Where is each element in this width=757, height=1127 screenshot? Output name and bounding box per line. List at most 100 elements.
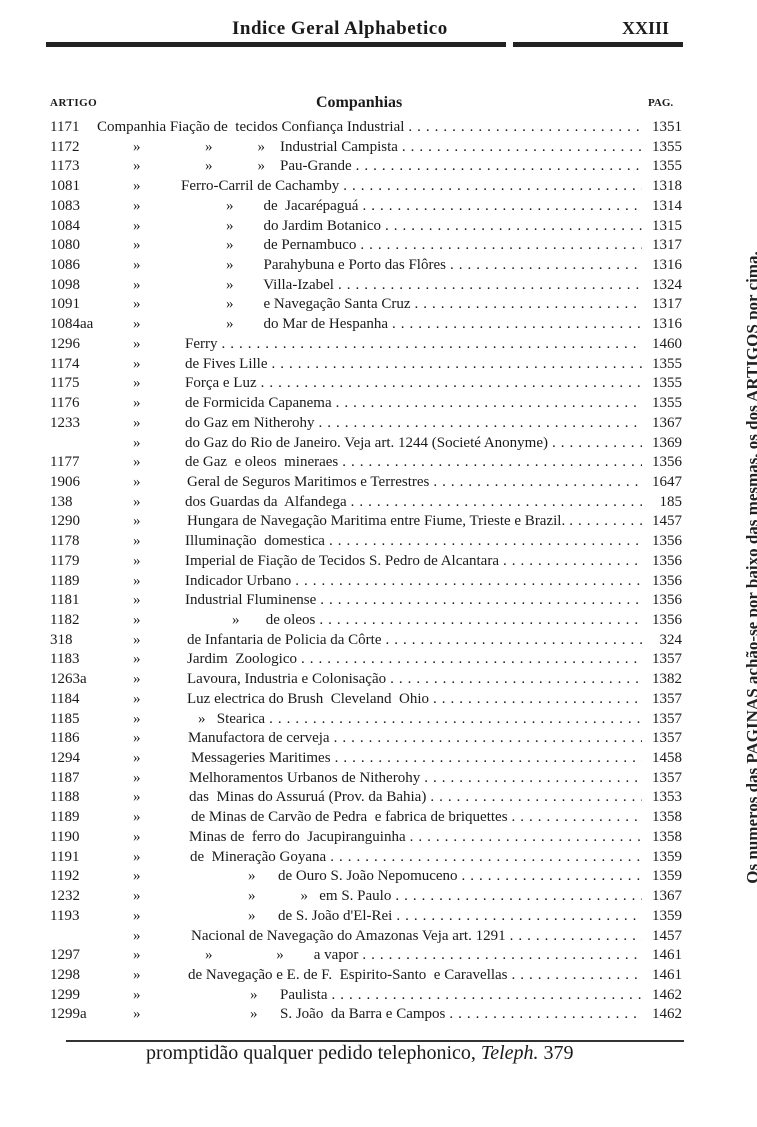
dot-leader: ........................................… — [333, 730, 642, 747]
page-ref: 1460 — [652, 335, 682, 352]
artigo-number: 1188 — [50, 789, 80, 806]
entry-body: de Formicida Capanema...................… — [185, 393, 642, 413]
page-ref: 1462 — [652, 1006, 682, 1023]
dot-leader: ........................................… — [511, 966, 642, 983]
page-ref: 1316 — [652, 316, 682, 333]
ditto-mark: » — [133, 138, 141, 155]
ditto-mark: » — [133, 552, 141, 569]
index-row: 1176 » de Formicida Capanema..............… — [0, 393, 700, 413]
page-ref: 1461 — [652, 966, 682, 983]
dot-leader: ........................................… — [395, 888, 642, 905]
page-ref: 1357 — [652, 710, 682, 727]
index-row: 1179 » Imperial de Fiação de Tecidos S. Pe… — [0, 551, 700, 571]
entry-text: » Paulista — [250, 986, 328, 1003]
dot-leader: ........................................… — [337, 276, 642, 293]
dot-leader: ........................................… — [461, 868, 642, 885]
page-ref: 1357 — [652, 651, 682, 668]
page-ref: 1369 — [652, 434, 682, 451]
entry-text: » de S. João d'El-Rei — [248, 907, 393, 924]
ditto-mark: » — [133, 848, 141, 865]
entry-text: Jardim Zoologico — [187, 651, 297, 668]
index-row: 1186 » Manufactora de cerveja.............… — [0, 728, 700, 748]
artigo-number: 1091 — [50, 296, 80, 313]
dot-leader: ........................................… — [551, 434, 642, 451]
entry-body: Messageries Maritimes...................… — [191, 748, 642, 768]
entry-text: Minas de ferro do Jacupiranguinha — [189, 828, 406, 845]
entry-body: » e Navegação Santa Cruz................… — [226, 294, 642, 314]
index-row: 1299a » » S. João da Barra e Campos.......… — [0, 1004, 700, 1024]
footer-italic: Teleph. — [480, 1042, 539, 1064]
ditto-mark: » — [133, 690, 141, 707]
index-row: 1171 Companhia Fiação de tecidos Confianç… — [0, 117, 700, 137]
ditto-mark: » — [133, 789, 141, 806]
index-row: 1098 » » Villa-Izabel.....................… — [0, 275, 700, 295]
artigo-number: 1083 — [50, 197, 80, 214]
entry-body: Lavoura, Industria e Colonisação........… — [187, 669, 642, 689]
artigo-number: 1233 — [50, 414, 80, 431]
index-row: 1172 » » » Industrial Campista............… — [0, 137, 700, 157]
ditto-mark: » — [133, 533, 141, 550]
artigo-number: 1178 — [50, 533, 80, 550]
entry-body: » Stearica..............................… — [198, 709, 642, 729]
entry-text: de Mineração Goyana — [190, 848, 327, 865]
artigo-number: 318 — [50, 631, 73, 648]
entry-body: de Minas de Carvão de Pedra e fabrica de… — [191, 807, 642, 827]
entry-body: Minas de ferro do Jacupiranguinha.......… — [189, 827, 642, 847]
column-header-artigo: ARTIGO — [50, 97, 98, 109]
page-ref: 1324 — [652, 276, 682, 293]
page-ref: 1359 — [652, 868, 682, 885]
artigo-number: 1189 — [50, 572, 80, 589]
footer-number: 379 — [543, 1042, 574, 1064]
page-ref: 1647 — [652, 473, 682, 490]
entry-text: » do Mar de Hespanha — [226, 316, 389, 333]
entry-text: » de Pernambuco — [226, 237, 357, 254]
ditto-mark: » — [133, 355, 141, 372]
artigo-number: 1172 — [50, 138, 80, 155]
entry-body: do Gaz do Rio de Janeiro. Veja art. 1244… — [185, 433, 642, 453]
entry-body: das Minas do Assuruá (Prov. da Bahia)...… — [189, 787, 642, 807]
entry-body: » » Industrial Campista.................… — [205, 137, 642, 157]
dot-leader: ........................................… — [414, 296, 642, 313]
entry-text: Geral de Seguros Maritimos e Terrestres — [187, 473, 430, 490]
dot-leader: ........................................… — [269, 710, 642, 727]
ditto-mark: » — [133, 375, 141, 392]
entry-body: de Navegação e E. de F. Espirito-Santo e… — [188, 965, 642, 985]
entry-body: » de Ouro S. João Nepomuceno............… — [248, 866, 642, 886]
page-ref: 1358 — [652, 809, 682, 826]
dot-leader: ........................................… — [385, 631, 642, 648]
entry-body: Imperial de Fiação de Tecidos S. Pedro d… — [185, 551, 642, 571]
index-row: 1299 » » Paulista.........................… — [0, 985, 700, 1005]
index-row: 1174 » de Fives Lille.....................… — [0, 354, 700, 374]
artigo-number: 1299a — [50, 1006, 87, 1023]
index-row: 1178 » Illuminação domestica..............… — [0, 531, 700, 551]
entry-text: Ferro-Carril de Cachamby — [181, 178, 340, 195]
entry-body: Geral de Seguros Maritimos e Terrestres.… — [187, 472, 642, 492]
entry-text: Illuminação domestica — [185, 533, 325, 550]
page-ref: 1351 — [652, 119, 682, 135]
artigo-number: 1080 — [50, 237, 80, 254]
dot-leader: ........................................… — [334, 750, 642, 767]
artigo-number: 1299 — [50, 986, 80, 1003]
artigo-number: 1192 — [50, 868, 80, 885]
index-row: 1181 » Industrial Fluminense..............… — [0, 590, 700, 610]
entry-body: » de Pernambuco.........................… — [226, 235, 642, 255]
ditto-mark: » — [133, 454, 141, 471]
entry-body: » S. João da Barra e Campos.............… — [250, 1004, 642, 1024]
entry-text: Hungara de Navegação Maritima entre Fium… — [187, 513, 566, 530]
footer-text: promptidão qualquer pedido telephonico, — [146, 1042, 476, 1064]
index-row: 1188 » das Minas do Assuruá (Prov. da Bahi… — [0, 787, 700, 807]
page-ref: 1457 — [652, 513, 682, 530]
entry-text: das Minas do Assuruá (Prov. da Bahia) — [189, 789, 427, 806]
page-ref: 1355 — [652, 355, 682, 372]
dot-leader: ........................................… — [502, 552, 642, 569]
page-ref: 1461 — [652, 947, 682, 964]
page-ref: 1356 — [652, 612, 682, 628]
index-row: 1192 » » de Ouro S. João Nepomuceno.......… — [0, 866, 700, 886]
ditto-mark: » — [133, 316, 141, 333]
dot-leader: ........................................… — [424, 769, 642, 786]
artigo-number: 1290 — [50, 513, 80, 530]
ditto-mark: » — [133, 750, 141, 767]
entry-body: » de S. João d'El-Rei...................… — [248, 906, 642, 926]
entry-text: dos Guardas da Alfandega — [185, 493, 347, 510]
artigo-number: 1191 — [50, 848, 80, 865]
